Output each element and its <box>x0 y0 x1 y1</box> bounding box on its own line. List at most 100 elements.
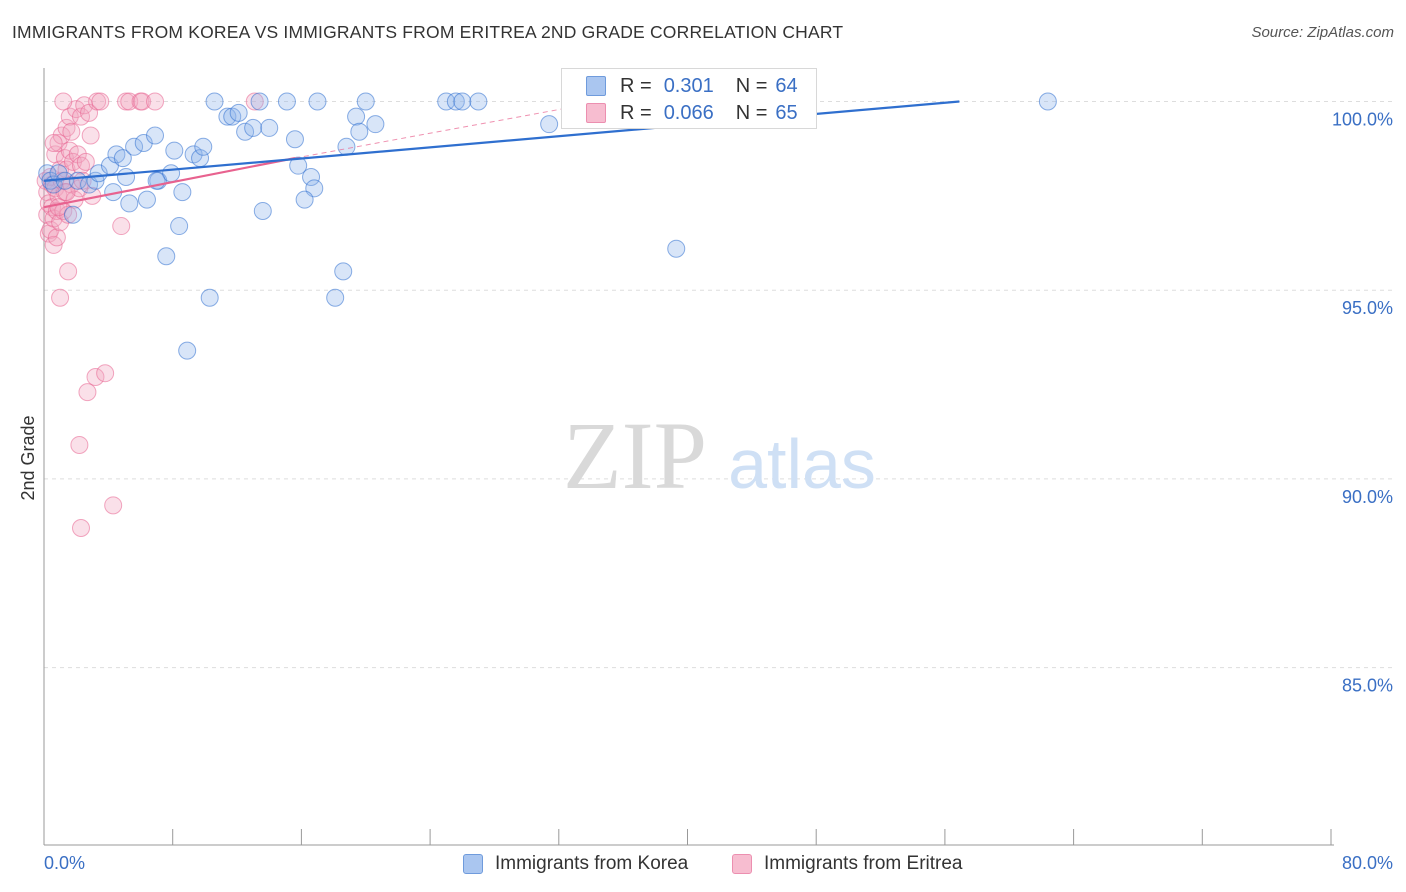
bottom-legend-swatch-eritrea <box>732 854 752 874</box>
korea-point <box>446 92 465 111</box>
korea-point <box>667 239 686 258</box>
y-tick-labels: 100.0% 95.0% 90.0% 85.0% <box>1332 110 1393 696</box>
korea-point <box>178 341 197 360</box>
eritrea-trend-line <box>43 157 296 209</box>
korea-point <box>137 190 156 209</box>
korea-point <box>244 118 263 137</box>
korea-point <box>200 288 219 307</box>
eritrea-point <box>72 518 91 537</box>
y-axis-label: 2nd Grade <box>18 415 38 500</box>
korea-point <box>326 288 345 307</box>
korea-point <box>366 115 385 134</box>
eritrea-point <box>59 262 78 281</box>
legend-n-label: N = <box>735 101 768 124</box>
eritrea-point <box>44 134 63 153</box>
korea-point <box>350 122 369 141</box>
bottom-legend-label-eritrea: Immigrants from Eritrea <box>764 853 963 874</box>
eritrea-point <box>59 205 78 224</box>
bottom-legend-eritrea: Immigrants from Eritrea <box>732 851 962 877</box>
gridlines <box>44 101 1396 669</box>
eritrea-point <box>86 368 105 387</box>
korea-point <box>356 92 375 111</box>
eritrea-point <box>47 228 66 247</box>
x-tick-label: 80.0% <box>1342 853 1393 873</box>
korea-point <box>308 92 327 111</box>
axes <box>43 68 1334 846</box>
eritrea-point <box>81 126 100 145</box>
korea-point <box>250 92 269 111</box>
legend-r-label: R = <box>620 101 652 124</box>
y-tick-label: 90.0% <box>1342 487 1393 507</box>
eritrea-point <box>133 92 152 111</box>
korea-point <box>218 107 237 126</box>
bottom-legend-label-korea: Immigrants from Korea <box>495 853 689 874</box>
chart-title: IMMIGRANTS FROM KOREA VS IMMIGRANTS FROM… <box>12 22 844 42</box>
eritrea-point <box>54 92 73 111</box>
korea-point <box>253 201 272 220</box>
bottom-legend-swatch-korea <box>463 854 483 874</box>
korea-point <box>117 167 136 186</box>
eritrea-point <box>70 435 89 454</box>
y-tick-label: 85.0% <box>1342 676 1393 696</box>
korea-point <box>157 247 176 266</box>
x-tick-label: 0.0% <box>44 853 85 873</box>
eritrea-point <box>78 383 97 402</box>
legend-swatch-korea <box>586 76 606 96</box>
korea-point <box>1038 92 1057 111</box>
korea-point <box>453 92 472 111</box>
korea-point <box>173 183 192 202</box>
legend-row-korea: R = 0.301 N = 64 <box>562 73 798 99</box>
korea-point <box>302 167 321 186</box>
korea-point <box>277 92 296 111</box>
korea-point <box>469 92 488 111</box>
korea-point <box>146 126 165 145</box>
legend-n-value-eritrea: 65 <box>775 101 798 124</box>
korea-point <box>170 217 189 236</box>
eritrea-point <box>146 92 165 111</box>
eritrea-point <box>76 152 95 171</box>
x-tick-labels: 0.0% 80.0% <box>44 853 1393 873</box>
korea-point <box>260 118 279 137</box>
y-tick-label: 100.0% <box>1332 110 1393 130</box>
korea-point <box>120 194 139 213</box>
source-label: Source: ZipAtlas.com <box>1251 24 1394 41</box>
korea-point <box>295 190 314 209</box>
korea-point <box>165 141 184 160</box>
legend-n-label: N = <box>735 74 768 97</box>
korea-point <box>49 164 68 183</box>
eritrea-point <box>91 92 110 111</box>
legend-r-value-eritrea: 0.066 <box>663 101 714 124</box>
eritrea-point <box>104 496 123 515</box>
watermark-zip: ZIP <box>563 402 707 509</box>
eritrea-point <box>51 288 70 307</box>
eritrea-trend-extension <box>294 101 603 159</box>
korea-point <box>337 137 356 156</box>
korea-point <box>63 205 82 224</box>
korea-point <box>194 137 213 156</box>
legend-swatch-eritrea <box>586 103 606 123</box>
eritrea-point <box>62 122 81 141</box>
legend-row-eritrea: R = 0.066 N = 65 <box>562 100 798 126</box>
bottom-legend-korea: Immigrants from Korea <box>463 851 688 877</box>
series-eritrea-points <box>36 92 264 537</box>
korea-point <box>229 103 248 122</box>
series-korea-points <box>38 92 1057 360</box>
legend-r-label: R = <box>620 74 652 97</box>
korea-trend-line <box>43 100 960 182</box>
korea-point <box>334 262 353 281</box>
korea-point <box>113 149 132 168</box>
watermark: ZIP atlas <box>563 402 876 509</box>
eritrea-point <box>245 92 264 111</box>
legend-r-value-korea: 0.301 <box>663 74 714 97</box>
korea-point <box>125 137 144 156</box>
eritrea-point <box>112 217 131 236</box>
correlation-legend: R = 0.301 N = 64 R = 0.066 N = 65 <box>561 68 817 129</box>
eritrea-point <box>96 364 115 383</box>
watermark-atlas: atlas <box>728 425 876 503</box>
korea-point <box>205 92 224 111</box>
eritrea-point <box>41 220 60 239</box>
legend-n-value-korea: 64 <box>775 74 798 97</box>
y-tick-label: 95.0% <box>1342 298 1393 318</box>
korea-point <box>285 130 304 149</box>
